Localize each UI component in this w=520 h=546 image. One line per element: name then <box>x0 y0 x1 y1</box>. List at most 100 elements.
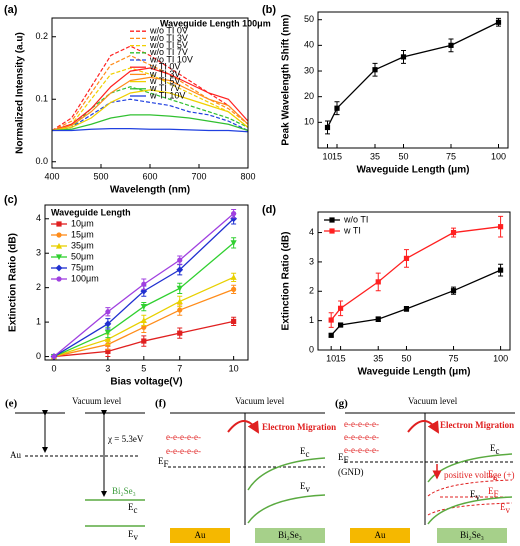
band-line <box>427 502 513 516</box>
x-tick-label: 0 <box>51 363 56 373</box>
legend-marker <box>55 254 63 261</box>
energy-label: E <box>128 502 134 512</box>
series-line <box>51 54 249 132</box>
y-tick-label: 0.0 <box>35 156 48 166</box>
series-line <box>330 226 501 321</box>
marker <box>104 320 112 328</box>
series-line <box>51 76 249 132</box>
x-tick-label: 15 <box>332 151 342 161</box>
energy-label: E <box>488 486 494 496</box>
y-tick-label: 1 <box>309 315 314 325</box>
x-tick-label: 400 <box>44 171 59 181</box>
marker <box>403 306 410 312</box>
panel-label: (c) <box>4 194 18 206</box>
material-label: Bi₂Se₃ <box>460 530 484 540</box>
x-axis-label: Waveguide Length (μm) <box>358 367 471 378</box>
legend-label: w TI 5V <box>149 76 180 86</box>
energy-label-sub: F <box>494 489 499 499</box>
marker <box>104 329 111 336</box>
legend-label: 50μm <box>71 251 94 261</box>
energy-label: E <box>338 452 344 462</box>
energy-label-sub: F <box>164 459 169 469</box>
vacuum-label: Vacuum level <box>235 396 285 406</box>
y-tick-label: 0 <box>309 344 314 354</box>
legend-label: 35μm <box>71 240 94 250</box>
band-line <box>427 453 513 483</box>
legend-label: w/o TI 0V <box>149 26 188 36</box>
au-box <box>170 528 230 543</box>
energy-label: E <box>500 502 506 512</box>
marker <box>176 266 184 274</box>
legend-marker <box>56 221 62 227</box>
energy-label-sub: v <box>134 532 139 542</box>
vacuum-label: Vacuum level <box>408 396 458 406</box>
band-line <box>427 479 513 497</box>
plot-frame <box>317 211 511 351</box>
y-tick-label: 30 <box>304 65 314 75</box>
chi-label: χ = 5.3eV <box>107 434 144 444</box>
panel-label: (b) <box>262 4 276 16</box>
energy-label-sub: c <box>496 446 500 456</box>
marker <box>140 304 147 310</box>
marker <box>141 338 147 344</box>
marker <box>231 286 237 292</box>
energy-label-sub: c <box>134 505 138 515</box>
energy-label-sub: v <box>506 505 511 515</box>
panel-label: (a) <box>4 4 18 16</box>
legend-marker <box>55 242 63 249</box>
x-tick-label: 5 <box>141 363 146 373</box>
material-box <box>255 528 325 543</box>
legend-title: Waveguide Length 100μm <box>160 18 271 28</box>
x-tick-label: 600 <box>142 171 157 181</box>
series-line <box>326 21 499 128</box>
panel-label: (d) <box>262 204 276 216</box>
legend-label: w TI 3V <box>149 69 180 79</box>
electrons: e-e-e-e-e- <box>166 446 201 456</box>
marker <box>141 281 147 287</box>
x-tick-label: 35 <box>370 151 380 161</box>
marker <box>176 285 183 292</box>
legend-label: w TI <box>343 225 361 235</box>
au-label: Au <box>10 450 21 460</box>
marker <box>375 316 381 322</box>
legend-title: Waveguide Length <box>51 207 131 217</box>
marker <box>105 348 111 354</box>
marker <box>375 279 381 285</box>
y-tick-label: 1 <box>36 316 41 326</box>
energy-label: E <box>158 456 164 466</box>
electrons: e-e-e-e-e- <box>344 419 379 429</box>
marker <box>448 42 454 48</box>
y-tick-label: 50 <box>304 14 314 24</box>
marker <box>372 67 378 73</box>
electrons: e-e-e-e-e- <box>166 432 201 442</box>
y-tick-label: 4 <box>309 227 314 237</box>
x-tick-label: 800 <box>240 171 255 181</box>
migration-label: Electron Migration <box>262 422 336 432</box>
legend-label: w/o TI 5V <box>149 40 188 50</box>
legend-label: 15μm <box>71 229 94 239</box>
x-axis-label: Wavelength (nm) <box>110 185 190 196</box>
legend-marker <box>329 228 335 234</box>
y-tick-label: 4 <box>36 213 41 223</box>
series-line <box>52 128 249 133</box>
marker <box>231 211 237 217</box>
series-line <box>51 45 249 132</box>
x-tick-label: 10 <box>322 151 332 161</box>
x-tick-label: 75 <box>449 353 459 363</box>
legend-marker <box>329 217 335 223</box>
legend-label: w TI 0V <box>149 62 180 72</box>
x-axis-label: Bias voltage(V) <box>110 377 182 388</box>
marker <box>230 274 237 280</box>
energy-label: E <box>300 446 306 456</box>
vacuum-label: Vacuum level <box>72 396 122 406</box>
electrons: e-e-e-e-e- <box>344 445 379 455</box>
legend-label: 10μm <box>71 218 94 228</box>
energy-label: E <box>128 529 134 539</box>
marker <box>337 305 344 311</box>
marker <box>176 298 183 305</box>
panel-label: (g) <box>335 398 348 410</box>
arrow <box>407 420 440 434</box>
legend-marker <box>55 264 63 272</box>
y-tick-label: 3 <box>309 256 314 266</box>
